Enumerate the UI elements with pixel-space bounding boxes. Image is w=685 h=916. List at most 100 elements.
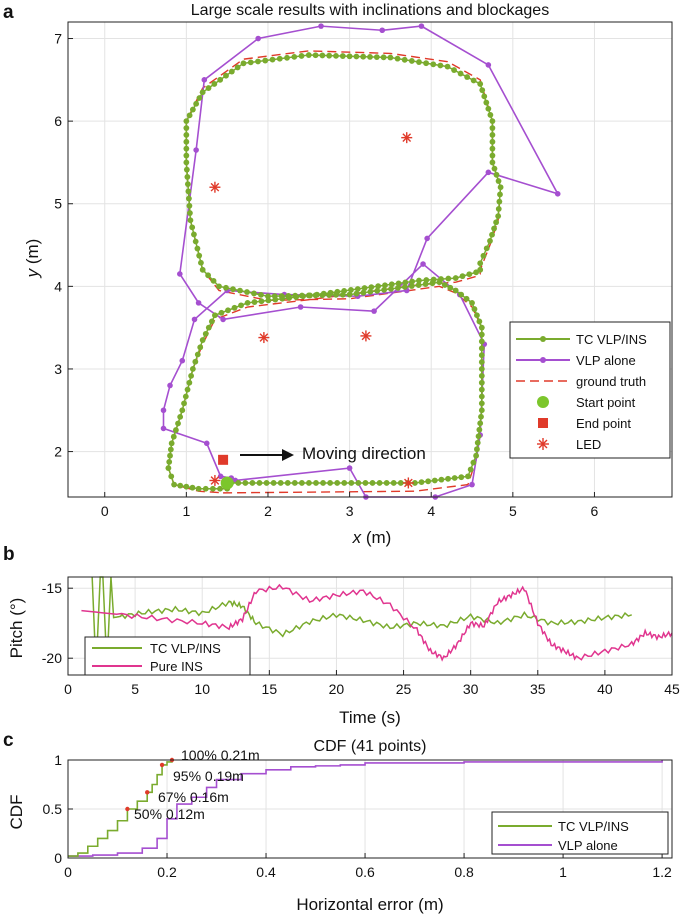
tc-vlp-ins-point — [186, 379, 193, 386]
trajectory-tick-label-x-4: 4 — [427, 503, 435, 519]
tc-vlp-ins-point — [493, 171, 500, 178]
vlp-alone-point — [160, 407, 167, 414]
cdf-annotation-95: 95% 0.19m — [173, 768, 244, 784]
cdf-annotation-point-2 — [145, 790, 150, 795]
tc-vlp-ins-point — [390, 480, 397, 486]
pitch-tick-label-x-0: 0 — [64, 681, 72, 697]
vlp-alone-point — [554, 191, 561, 197]
tc-vlp-ins-point — [284, 480, 291, 486]
trajectory-axes-box — [67, 21, 673, 498]
tc-vlp-ins-point — [489, 138, 496, 145]
trajectory-tick-label-y-5: 7 — [54, 31, 62, 47]
tc-vlp-ins-point — [191, 231, 197, 238]
tc-vlp-ins-point — [341, 287, 348, 294]
legend-label-end: End point — [576, 416, 631, 431]
legend-label-vlp: VLP alone — [576, 353, 636, 368]
cdf-title: CDF (41 points) — [314, 738, 427, 755]
tc-vlp-ins-point — [230, 286, 236, 293]
pitch-tick-label-y-0: -15 — [42, 580, 62, 596]
tc-vlp-ins-point — [346, 291, 353, 298]
tc-vlp-ins-point — [348, 480, 355, 486]
tc-vlp-ins-point — [165, 465, 172, 471]
tc-vlp-ins-point — [483, 99, 490, 106]
tc-vlp-ins-point — [458, 474, 465, 481]
tc-vlp-ins-point — [251, 290, 257, 297]
tc-vlp-ins-point — [320, 480, 326, 486]
tc-vlp-ins-point — [489, 145, 496, 152]
legend-label-tc: TC VLP/INS — [576, 332, 647, 347]
tc-vlp-ins-point — [183, 166, 190, 173]
vlp-alone-point — [220, 316, 226, 323]
pitch-tick-label-x-8: 40 — [597, 681, 613, 697]
tc-vlp-ins-point — [478, 359, 485, 365]
pitch-series — [81, 576, 673, 662]
tc-vlp-ins-point — [367, 288, 374, 295]
tc-vlp-ins-point — [348, 287, 354, 293]
trajectory-chart: Large scale results with inclinations an… — [23, 2, 673, 547]
tc-vlp-ins-point — [334, 480, 341, 486]
tc-vlp-ins-point — [447, 284, 454, 291]
tc-vlp-ins-point — [481, 93, 488, 100]
tc-vlp-ins-point — [458, 291, 465, 298]
tc-vlp-ins-point — [185, 188, 192, 195]
tc-vlp-ins-point — [182, 393, 189, 400]
tc-vlp-ins-point — [306, 480, 312, 486]
tc-vlp-ins-point — [425, 478, 432, 485]
tc-vlp-ins-point — [423, 277, 430, 283]
tc-vlp-ins-point — [431, 477, 438, 484]
tc-vlp-ins-point — [209, 485, 216, 492]
legend-entry-tc: TC VLP/INS — [516, 332, 647, 347]
tc-vlp-ins-point — [408, 283, 415, 289]
cdf-tick-label-x-5: 1 — [559, 864, 567, 880]
tc-vlp-ins-point — [438, 476, 445, 483]
tc-vlp-ins-point — [489, 159, 496, 166]
pitch-x-label: Time (s) — [339, 708, 401, 727]
tc-vlp-ins-point — [437, 62, 444, 69]
cdf-annotation-point-3 — [125, 806, 130, 812]
legend-swatch-tc-marker — [540, 336, 546, 342]
tc-vlp-ins-point — [480, 252, 487, 259]
vlp-alone-point — [485, 169, 492, 176]
tc-vlp-ins-point — [177, 482, 184, 489]
pitch-tick-label-x-2: 10 — [194, 681, 210, 697]
trajectory-chart-title: Large scale results with inclinations an… — [191, 2, 549, 19]
tc-vlp-ins-point — [272, 296, 279, 303]
tc-vlp-ins-point — [189, 224, 196, 231]
tc-vlp-ins-point — [353, 53, 360, 60]
tc-vlp-ins-point — [286, 295, 293, 301]
tc-vlp-ins-point — [479, 87, 486, 94]
tc-vlp-ins-point — [416, 59, 422, 65]
vlp-alone-point — [255, 35, 261, 42]
legend-label-truth: ground truth — [576, 374, 646, 389]
tc-vlp-ins-point — [225, 307, 231, 314]
tc-vlp-ins-point — [491, 165, 498, 172]
tc-vlp-ins-point — [355, 480, 362, 486]
tc-vlp-ins-point — [489, 118, 496, 125]
tc-vlp-ins-point — [170, 433, 177, 440]
trajectory-y-unit: (m) — [23, 239, 42, 269]
cdf-tick-label-x-1: 0.2 — [157, 864, 177, 880]
tc-vlp-ins-point — [388, 285, 394, 292]
trajectory-x-var: x — [352, 528, 362, 547]
tc-vlp-ins-point — [314, 291, 320, 298]
tc-vlp-ins-point — [341, 480, 348, 486]
tc-vlp-ins-point — [445, 475, 451, 482]
tc-vlp-ins-point — [284, 54, 290, 61]
tc-vlp-ins-point — [208, 318, 215, 325]
tc-vlp-ins-point — [276, 55, 283, 62]
tc-vlp-ins-point — [395, 285, 401, 291]
vlp-alone-point — [346, 465, 353, 471]
tc-vlp-ins-point — [416, 277, 422, 284]
tc-vlp-ins-point — [478, 393, 485, 400]
trajectory-y-var: y — [23, 267, 42, 278]
tc-vlp-ins-point — [430, 61, 437, 68]
tc-vlp-ins-point — [231, 304, 238, 311]
legend-swatch-start — [537, 396, 549, 408]
tc-vlp-ins-point — [354, 286, 361, 292]
tc-vlp-ins-point — [334, 288, 341, 295]
legend-entry-truth: ground truth — [516, 374, 646, 389]
tc-vlp-ins-point — [258, 298, 265, 305]
tc-vlp-ins-point — [188, 372, 195, 379]
tc-vlp-ins-point — [189, 484, 196, 491]
